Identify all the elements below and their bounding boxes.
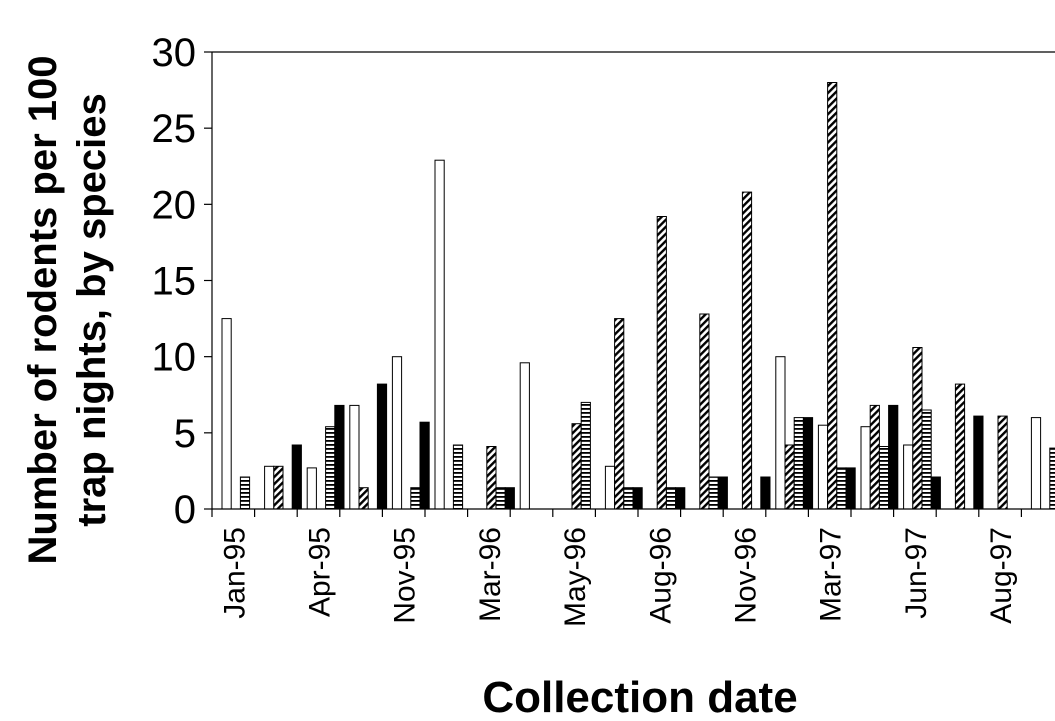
bar-black-15 — [888, 404, 899, 510]
bar-black-9 — [632, 487, 643, 510]
bar-black-4 — [419, 421, 430, 510]
x-tick-label-Apr-95: Apr-95 — [304, 527, 337, 617]
bar-diagonal-9 — [614, 318, 625, 510]
y-axis-title-line-1: Number of rodents per 100 — [21, 55, 65, 564]
bar-horizontal-14 — [836, 467, 847, 510]
bar-white-16 — [903, 444, 914, 510]
bar-black-1 — [291, 444, 302, 510]
x-tick-label-Aug-96: Aug-96 — [644, 527, 677, 624]
y-tick-label-0: 0 — [174, 488, 196, 532]
bar-white-4 — [391, 356, 403, 510]
bar-diagonal-6 — [486, 446, 497, 510]
x-tick-label-Jun-97: Jun-97 — [900, 527, 933, 619]
bar-white-19 — [1030, 417, 1042, 510]
bar-diagonal-12 — [741, 191, 753, 510]
bar-diagonal-1 — [273, 465, 284, 510]
bar-horizontal-0 — [239, 476, 251, 510]
bar-white-0 — [221, 318, 232, 510]
bar-black-2 — [334, 404, 345, 510]
bar-horizontal-8 — [580, 401, 591, 510]
y-tick-label-10: 10 — [152, 336, 197, 380]
bar-diagonal-16 — [912, 347, 923, 510]
bars-layer — [221, 82, 1055, 510]
bar-horizontal-9 — [623, 487, 634, 510]
bar-horizontal-15 — [878, 446, 890, 510]
bar-white-13 — [775, 356, 786, 510]
bar-white-2 — [306, 467, 317, 510]
x-tick-label-Mar-97: Mar-97 — [815, 527, 848, 622]
bar-horizontal-19 — [1049, 447, 1055, 510]
bar-diagonal-14 — [827, 82, 838, 510]
bar-black-13 — [802, 417, 814, 510]
bar-horizontal-10 — [665, 487, 677, 510]
x-tick-label-Aug-97: Aug-97 — [985, 527, 1018, 624]
axes-layer — [204, 51, 1055, 517]
x-tick-label-Nov-96: Nov-96 — [730, 527, 763, 624]
bar-white-1 — [264, 465, 275, 510]
bar-black-11 — [717, 476, 728, 510]
y-tick-label-25: 25 — [152, 107, 197, 151]
x-axis-title: Collection date — [482, 673, 797, 721]
bar-horizontal-5 — [452, 444, 464, 510]
bar-diagonal-11 — [699, 313, 710, 510]
bar-white-3 — [349, 404, 360, 510]
bar-white-14 — [817, 424, 829, 510]
y-tick-label-20: 20 — [152, 183, 197, 227]
bar-black-10 — [675, 487, 686, 510]
bar-white-9 — [604, 465, 616, 510]
bar-black-6 — [504, 487, 515, 510]
bar-black-12 — [760, 476, 771, 510]
bar-white-5 — [434, 159, 445, 510]
y-tick-label-5: 5 — [174, 412, 196, 456]
bar-diagonal-10 — [656, 216, 667, 510]
bar-horizontal-4 — [410, 487, 421, 510]
bar-diagonal-18 — [997, 415, 1008, 510]
bar-black-3 — [376, 383, 388, 510]
y-tick-label-15: 15 — [152, 260, 197, 304]
bar-horizontal-16 — [921, 409, 932, 510]
bar-diagonal-3 — [358, 487, 369, 510]
x-tick-label-Mar-96: Mar-96 — [474, 527, 507, 622]
bar-diagonal-13 — [784, 444, 795, 510]
bar-diagonal-8 — [571, 423, 582, 510]
x-tick-label-May-96: May-96 — [559, 527, 592, 627]
y-tick-label-30: 30 — [152, 31, 197, 75]
bar-diagonal-15 — [869, 404, 880, 510]
bar-black-14 — [845, 467, 856, 510]
bar-horizontal-2 — [325, 426, 336, 510]
bar-horizontal-13 — [793, 417, 804, 510]
bar-horizontal-11 — [708, 476, 719, 510]
bar-white-15 — [860, 426, 871, 510]
bar-black-16 — [930, 476, 941, 510]
labels-layer: 0 5 10 15 20 25 30 Jan-95 Apr-95 Nov-95 Mar-96 May-… — [152, 31, 1019, 627]
x-tick-label-Nov-95: Nov-95 — [389, 527, 422, 624]
bar-white-7 — [519, 362, 530, 510]
x-tick-label-Jan-95: Jan-95 — [218, 527, 251, 619]
bar-horizontal-6 — [495, 487, 506, 510]
bar-black-17 — [973, 415, 984, 510]
bar-diagonal-17 — [954, 383, 966, 510]
y-axis-title-line-2: trap nights, by species — [70, 93, 114, 526]
